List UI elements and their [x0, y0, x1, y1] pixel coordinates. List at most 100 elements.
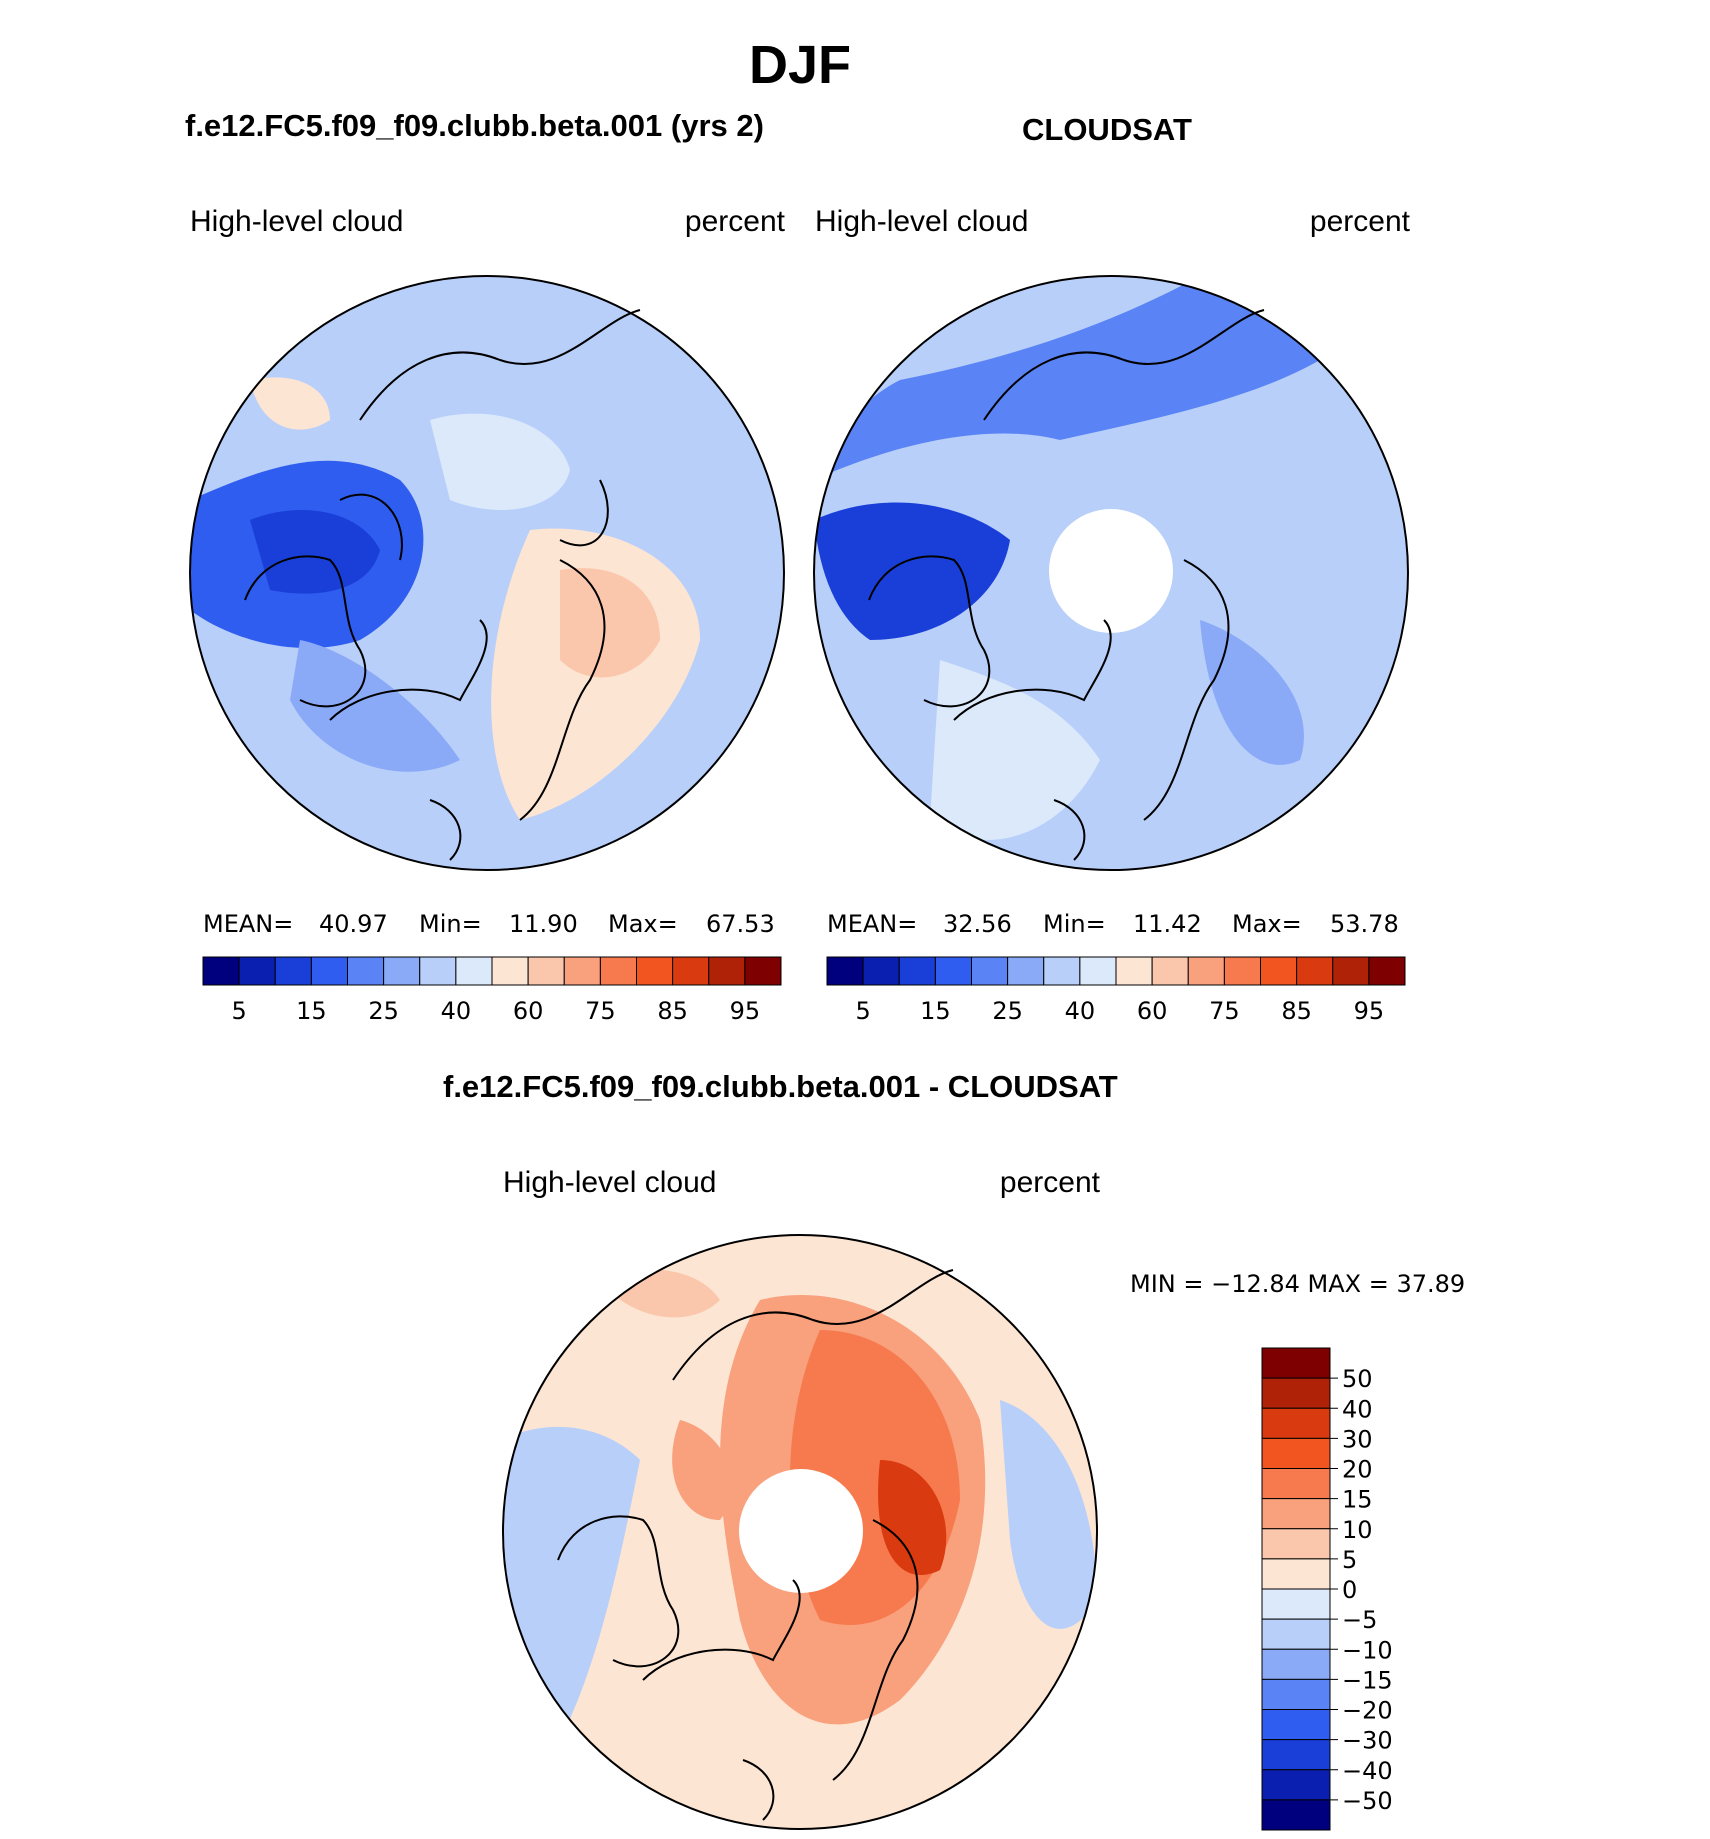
left-map-pale-region	[430, 413, 570, 510]
diff-colorbar-swatch	[1261, 1437, 1331, 1469]
diff-colorbar-swatch	[1261, 1498, 1331, 1530]
diff-colorbar-tick-label: 0	[1342, 1576, 1357, 1604]
right-max-value: 53.78	[1330, 910, 1399, 938]
diff-map-hottest-core	[878, 1460, 947, 1576]
right-map-polar-gap	[1049, 509, 1173, 633]
left-colorbar-tick-label: 5	[231, 997, 246, 1025]
right-map-mid-blue	[1200, 620, 1304, 765]
right-colorbar-swatch	[1187, 956, 1225, 986]
diff-colorbar-tick-label: 50	[1342, 1365, 1373, 1393]
diff-colorbar-swatch	[1261, 1347, 1331, 1379]
diff-colorbar-swatch	[1261, 1468, 1331, 1500]
right-colorbar-tick-label: 5	[855, 997, 870, 1025]
left-mean-value: 40.97	[319, 910, 388, 938]
diff-colorbar-tick-label: 20	[1342, 1456, 1373, 1484]
right-map-deep-blue	[814, 502, 1010, 640]
left-colorbar-swatch	[708, 956, 746, 986]
right-panel-title: CLOUDSAT	[1022, 112, 1192, 147]
right-mean-value: 32.56	[943, 910, 1012, 938]
left-colorbar-swatch	[744, 956, 782, 986]
diff-colorbar-swatch	[1261, 1709, 1331, 1741]
right-max-label: Max=	[1232, 910, 1302, 938]
right-colorbar-swatch	[1115, 956, 1153, 986]
diff-colorbar-tick-label: 15	[1342, 1486, 1373, 1514]
right-min-label: Min=	[1043, 910, 1106, 938]
diff-colorbar-swatch	[1261, 1769, 1331, 1801]
left-units-label: percent	[685, 205, 786, 238]
left-colorbar-swatch	[310, 956, 348, 986]
right-colorbar-swatch	[971, 956, 1009, 986]
left-colorbar-swatch	[347, 956, 385, 986]
diff-minmax-label: MIN = −12.84 MAX = 37.89	[1130, 1270, 1465, 1298]
right-colorbar-swatch	[1368, 956, 1406, 986]
left-max-label: Max=	[608, 910, 678, 938]
left-panel-title: f.e12.FC5.f09_f09.clubb.beta.001 (yrs 2)	[185, 108, 764, 143]
right-colorbar-swatch	[1079, 956, 1117, 986]
right-map-fill	[814, 276, 1408, 870]
left-map-fill	[190, 276, 784, 870]
right-units-label: percent	[1310, 205, 1411, 238]
right-colorbar-swatch	[934, 956, 972, 986]
diff-colorbar-tick-label: −10	[1342, 1636, 1393, 1664]
left-colorbar: 5 15 25 40 60 75 85 95	[202, 956, 782, 1025]
left-colorbar-swatch	[383, 956, 421, 986]
diff-colorbar-tick-label: −30	[1342, 1727, 1393, 1755]
diff-colorbar-tick-label: −15	[1342, 1666, 1393, 1694]
left-colorbar-tick-label: 85	[657, 997, 688, 1025]
figure-title: DJF	[748, 35, 851, 95]
diff-colorbar-swatch	[1261, 1739, 1331, 1771]
right-colorbar-swatch	[1260, 956, 1298, 986]
left-map-coastlines	[244, 309, 641, 861]
right-colorbar-swatch	[826, 956, 864, 986]
left-colorbar-swatch	[563, 956, 601, 986]
diff-colorbar-swatch	[1261, 1588, 1331, 1620]
diff-colorbar-tick-label: 30	[1342, 1425, 1373, 1453]
right-colorbar-tick-label: 60	[1137, 997, 1168, 1025]
left-colorbar-swatch	[527, 956, 565, 986]
left-map-deep-blue-region	[250, 510, 380, 594]
diff-colorbar-swatch	[1261, 1618, 1331, 1650]
right-colorbar-swatch	[862, 956, 900, 986]
right-min-value: 11.42	[1133, 910, 1202, 938]
right-colorbar-tick-label: 85	[1281, 997, 1312, 1025]
left-colorbar-swatch	[672, 956, 710, 986]
diff-map-polar-gap	[739, 1469, 863, 1593]
left-min-label: Min=	[419, 910, 482, 938]
right-colorbar-swatch	[1332, 956, 1370, 986]
right-colorbar-tick-label: 15	[920, 997, 951, 1025]
right-map-border	[813, 275, 1409, 871]
left-min-value: 11.90	[509, 910, 578, 938]
diff-colorbar-tick-label: −50	[1342, 1787, 1393, 1815]
left-colorbar-swatch	[419, 956, 457, 986]
left-variable-label: High-level cloud	[190, 205, 403, 238]
left-colorbar-tick-label: 95	[730, 997, 761, 1025]
right-map-blue-band	[814, 276, 1408, 480]
left-mean-label: MEAN=	[203, 910, 293, 938]
diff-variable-label: High-level cloud	[503, 1166, 716, 1199]
diff-colorbar-tick-label: 40	[1342, 1395, 1373, 1423]
diff-colorbar-tick-label: 10	[1342, 1516, 1373, 1544]
diff-map-fill	[503, 1235, 1097, 1829]
left-colorbar-swatch	[599, 956, 637, 986]
left-colorbar-tick-label: 60	[513, 997, 544, 1025]
right-colorbar-swatch	[1007, 956, 1045, 986]
left-colorbar-swatch	[274, 956, 312, 986]
right-colorbar-swatch	[1043, 956, 1081, 986]
right-colorbar-tick-label: 75	[1209, 997, 1240, 1025]
diff-units-label: percent	[1000, 1166, 1101, 1199]
diff-colorbar-tick-label: −5	[1342, 1606, 1377, 1634]
left-max-value: 67.53	[706, 910, 775, 938]
left-colorbar-swatch	[238, 956, 276, 986]
left-map-warm-patch	[250, 377, 330, 430]
left-colorbar-tick-label: 40	[441, 997, 472, 1025]
left-map-border	[189, 275, 785, 871]
diff-colorbar-tick-label: 5	[1342, 1546, 1357, 1574]
diff-map-west-warm	[672, 1420, 733, 1520]
diff-map-east-blue	[1000, 1400, 1097, 1629]
diff-colorbar-swatch	[1261, 1377, 1331, 1409]
right-colorbar-tick-label: 25	[992, 997, 1023, 1025]
right-colorbar-swatch	[898, 956, 936, 986]
right-colorbar-swatch	[1223, 956, 1261, 986]
